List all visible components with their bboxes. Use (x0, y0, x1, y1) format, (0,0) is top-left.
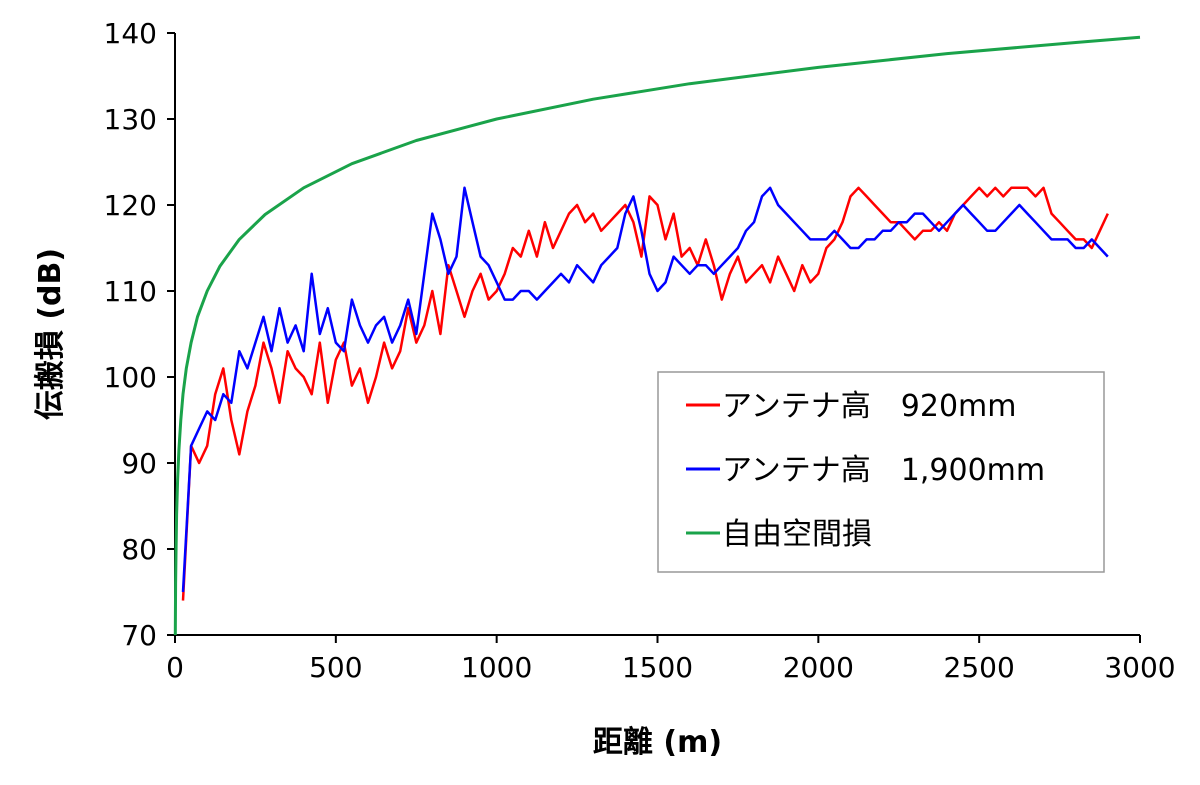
legend-label-3: 自由空間損 (722, 517, 872, 552)
plot-area: 0 500 1000 1500 2000 2500 3000 70 80 90 100 110 120… (104, 17, 1176, 684)
series-line-2 (181, 186, 1109, 593)
y-axis-ticks: 70 80 90 100 110 120 130 140 (104, 17, 175, 652)
series-layer (173, 35, 1141, 636)
legend-label-1: アンテナ高 920mm (722, 389, 1017, 424)
y-tick-label: 130 (104, 103, 157, 136)
y-tick-label: 80 (121, 533, 157, 566)
x-tick-label: 1000 (461, 651, 532, 684)
y-tick-label: 110 (104, 275, 157, 308)
legend-items: アンテナ高 920mm アンテナ高 1,900mm 自由空間損 (686, 389, 1045, 552)
y-tick-label: 120 (104, 189, 157, 222)
y-tick-label: 140 (104, 17, 157, 50)
y-tick-label: 90 (121, 447, 157, 480)
x-tick-label: 1500 (622, 651, 693, 684)
series-line-3 (173, 35, 1141, 636)
x-tick-label: 500 (309, 651, 362, 684)
x-axis-title: 距離 (m) (593, 725, 722, 760)
x-axis-ticks: 0 500 1000 1500 2000 2500 3000 (166, 635, 1176, 684)
legend-box (657, 371, 1105, 573)
y-tick-label: 100 (104, 361, 157, 394)
legend: アンテナ高 920mm アンテナ高 1,900mm 自由空間損 (657, 371, 1105, 573)
y-axis-title: 伝搬損 (dB) (33, 248, 68, 420)
y-tick-label: 70 (121, 619, 157, 652)
x-tick-label: 2000 (783, 651, 854, 684)
legend-label-2: アンテナ高 1,900mm (722, 453, 1045, 488)
x-tick-label: 3000 (1104, 651, 1175, 684)
x-tick-label: 2500 (944, 651, 1015, 684)
x-tick-label: 0 (166, 651, 184, 684)
